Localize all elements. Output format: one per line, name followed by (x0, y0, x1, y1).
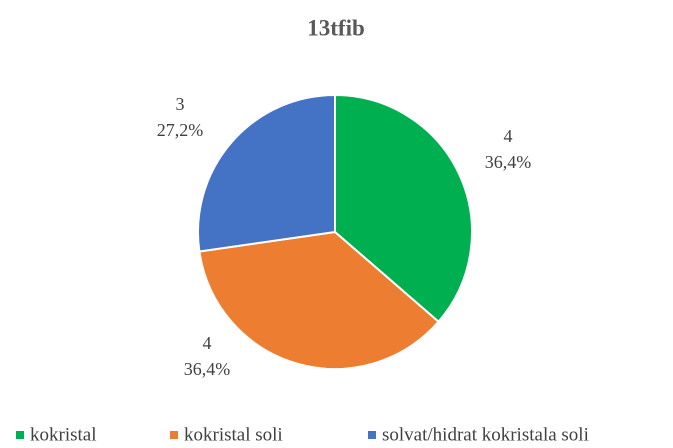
legend-label: solvat/hidrat kokristala soli (382, 424, 589, 445)
pie-slice (334, 93, 473, 324)
legend-label: kokristal (30, 424, 97, 445)
data-label: 4 (203, 333, 212, 353)
pie-slice (198, 230, 440, 370)
legend-label: kokristal soli (184, 424, 283, 445)
percent-label: 27,2% (157, 120, 204, 140)
percent-label: 36,4% (184, 359, 231, 379)
legend-marker (170, 431, 178, 439)
percent-label: 36,4% (485, 152, 532, 172)
legend-marker (368, 431, 376, 439)
pie-slice (197, 93, 336, 253)
data-label: 4 (504, 126, 513, 146)
chart-title: 13tfib (307, 15, 365, 40)
data-label: 3 (176, 94, 185, 114)
legend-marker (16, 431, 24, 439)
